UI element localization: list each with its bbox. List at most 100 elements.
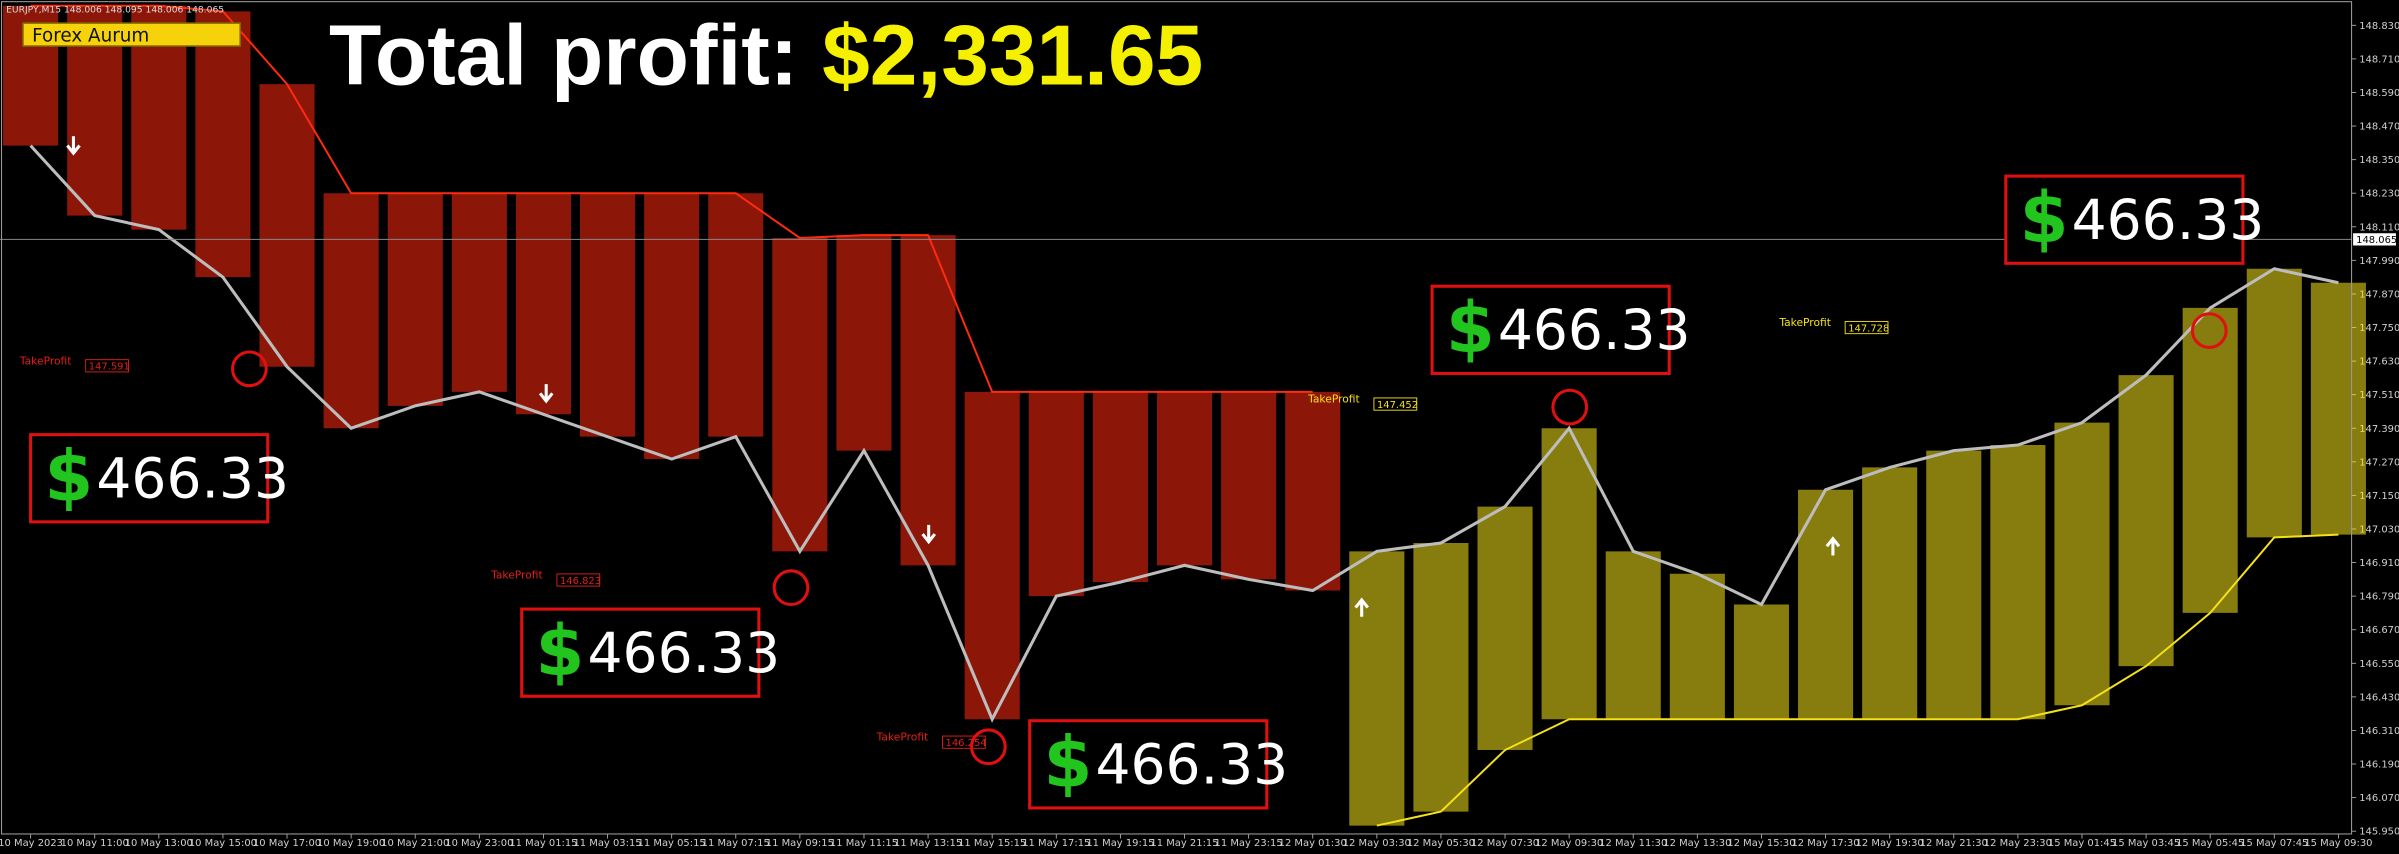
- x-tick-label: 11 May 01:15: [509, 838, 577, 849]
- x-tick-label: 12 May 05:30: [1407, 838, 1475, 849]
- profit-amount: 466.33: [1498, 298, 1691, 362]
- current-price-label: 148.065: [2356, 235, 2397, 246]
- y-tick-label: 148.470: [2359, 122, 2399, 133]
- profit-box: [29, 433, 270, 524]
- profit-box: [520, 607, 761, 698]
- profit-text: $466.33: [1446, 287, 1691, 369]
- headline: Total profit: $2,331.65: [329, 7, 1203, 103]
- x-tick-label: 12 May 01:30: [1279, 838, 1347, 849]
- y-tick-label: 146.430: [2359, 692, 2399, 703]
- take-profit-label: TakeProfit: [19, 354, 72, 367]
- x-tick-label: 15 May 03:45: [2112, 838, 2180, 849]
- y-tick-label: 148.590: [2359, 88, 2399, 99]
- y-tick-label: 147.870: [2359, 289, 2399, 300]
- profit-text: $466.33: [1043, 722, 1288, 804]
- profit-amount: 466.33: [2072, 188, 2265, 252]
- headline-amount: $2,331.65: [822, 7, 1203, 103]
- profit-box: [1430, 284, 1671, 375]
- y-tick-label: 146.310: [2359, 726, 2399, 737]
- x-tick-label: 11 May 13:15: [894, 838, 962, 849]
- profit-currency: $: [44, 435, 93, 517]
- x-tick-label: 12 May 13:30: [1663, 838, 1731, 849]
- x-tick-label: 11 May 09:15: [766, 838, 834, 849]
- overlay: TakeProfit 147.591 TakeProfit 146.823 TakePr…: [19, 136, 2265, 810]
- x-tick-label: 10 May 23:00: [445, 838, 513, 849]
- x-tick-label: 15 May 05:45: [2176, 838, 2244, 849]
- y-tick-label: 147.150: [2359, 491, 2399, 502]
- x-tick-label: 10 May 2023: [0, 838, 63, 849]
- y-tick-label: 146.190: [2359, 760, 2399, 771]
- indicator-name: Forex Aurum: [32, 25, 149, 46]
- x-tick-label: 12 May 03:30: [1343, 838, 1411, 849]
- x-tick-label: 12 May 19:30: [1856, 838, 1924, 849]
- profit-currency: $: [1446, 287, 1495, 369]
- y-tick-label: 147.630: [2359, 357, 2399, 368]
- y-tick-label: 146.910: [2359, 558, 2399, 569]
- y-tick-label: 145.950: [2359, 827, 2399, 838]
- take-profit-price: 146.254: [946, 738, 987, 749]
- signal-arrow: [538, 384, 554, 404]
- x-tick-label: 12 May 07:30: [1471, 838, 1539, 849]
- x-tick-label: 11 May 15:15: [958, 838, 1026, 849]
- trade-marker: [970, 728, 1007, 766]
- profit-currency: $: [2020, 177, 2069, 259]
- x-tick-label: 11 May 03:15: [573, 838, 641, 849]
- y-tick-label: 146.670: [2359, 625, 2399, 636]
- profit-text: $466.33: [44, 435, 289, 517]
- x-tick-label: 15 May 09:30: [2304, 838, 2372, 849]
- x-tick-label: 11 May 17:15: [1022, 838, 1090, 849]
- take-profit-box: [942, 735, 986, 749]
- take-profit-price: 147.591: [89, 362, 130, 373]
- y-tick-label: 148.110: [2359, 222, 2399, 233]
- profit-currency: $: [535, 610, 584, 692]
- x-tick-label: 15 May 01:45: [2048, 838, 2116, 849]
- x-tick-label: 10 May 17:00: [253, 838, 321, 849]
- trade-marker: [772, 569, 810, 607]
- y-tick-label: 146.550: [2359, 659, 2399, 670]
- x-tick-label: 10 May 21:00: [381, 838, 449, 849]
- x-tick-label: 12 May 11:30: [1599, 838, 1667, 849]
- headline-label: Total profit:: [329, 7, 798, 103]
- x-tick-label: 12 May 09:30: [1535, 838, 1603, 849]
- y-tick-label: 148.350: [2359, 155, 2399, 166]
- take-profit-box: [1844, 320, 1889, 335]
- indicator-line: [30, 4, 1313, 393]
- indicator-box: [22, 22, 241, 47]
- take-profit-box: [85, 359, 129, 373]
- x-tick-label: 11 May 11:15: [830, 838, 898, 849]
- take-profit-price: 146.823: [560, 576, 601, 587]
- x-tick-label: 10 May 19:00: [317, 838, 385, 849]
- trade-marker: [1551, 388, 1589, 426]
- x-tick-label: 11 May 05:15: [638, 838, 706, 849]
- x-tick-label: 12 May 23:30: [1984, 838, 2052, 849]
- x-tick-label: 10 May 11:00: [61, 838, 129, 849]
- profit-box: [2004, 174, 2245, 265]
- y-tick-label: 147.030: [2359, 524, 2399, 535]
- x-tick-label: 11 May 21:15: [1150, 838, 1218, 849]
- plot: 148.830 148.710 148.590 148.470 148.350 148.2…: [0, 4, 2399, 849]
- y-tick-label: 147.750: [2359, 323, 2399, 334]
- symbol-info: EURJPY,M15 148.006 148.095 148.006 148.0…: [6, 4, 224, 15]
- y-tick-label: 148.710: [2359, 54, 2399, 65]
- signal-arrow: [921, 524, 937, 545]
- current-price-box: [2353, 233, 2396, 246]
- profit-currency: $: [1043, 722, 1092, 804]
- profit-box: [1028, 719, 1269, 810]
- profit-amount: 466.33: [588, 621, 781, 685]
- x-tick-label: 11 May 19:15: [1086, 838, 1154, 849]
- x-tick-label: 12 May 17:30: [1791, 838, 1859, 849]
- y-tick-label: 146.070: [2359, 793, 2399, 804]
- profit-amount: 466.33: [1095, 732, 1288, 796]
- profit-text: $466.33: [535, 610, 780, 692]
- take-profit-price: 147.728: [1848, 323, 1889, 334]
- y-tick-label: 147.270: [2359, 457, 2399, 468]
- x-tick-label: 10 May 15:00: [189, 838, 257, 849]
- y-tick-label: 147.510: [2359, 390, 2399, 401]
- x-tick-label: 15 May 07:45: [2240, 838, 2308, 849]
- signal-arrow: [1354, 597, 1369, 617]
- x-tick-label: 12 May 15:30: [1727, 838, 1795, 849]
- x-tick-label: 11 May 07:15: [702, 838, 770, 849]
- indicator-line: [1376, 533, 2339, 827]
- x-tick-label: 12 May 21:30: [1920, 838, 1988, 849]
